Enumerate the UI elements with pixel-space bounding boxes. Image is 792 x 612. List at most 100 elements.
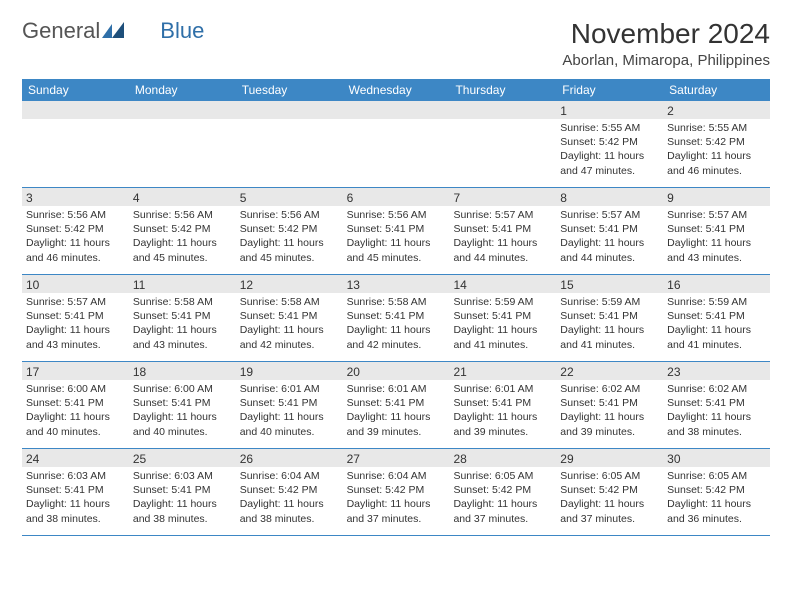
daylight-line: Daylight: 11 hours and 43 minutes. — [133, 323, 232, 351]
day-content: Sunrise: 5:57 AMSunset: 5:41 PMDaylight:… — [449, 206, 556, 269]
day-cell: 10Sunrise: 5:57 AMSunset: 5:41 PMDayligh… — [22, 275, 129, 361]
week-row: 1Sunrise: 5:55 AMSunset: 5:42 PMDaylight… — [22, 101, 770, 188]
day-cell: 29Sunrise: 6:05 AMSunset: 5:42 PMDayligh… — [556, 449, 663, 535]
sunrise-line: Sunrise: 6:01 AM — [453, 382, 552, 396]
logo-text-general: General — [22, 18, 100, 44]
day-content: Sunrise: 6:04 AMSunset: 5:42 PMDaylight:… — [343, 467, 450, 530]
day-content: Sunrise: 5:59 AMSunset: 5:41 PMDaylight:… — [556, 293, 663, 356]
day-number — [449, 101, 556, 119]
day-cell: 23Sunrise: 6:02 AMSunset: 5:41 PMDayligh… — [663, 362, 770, 448]
day-content: Sunrise: 6:02 AMSunset: 5:41 PMDaylight:… — [556, 380, 663, 443]
day-cell — [449, 101, 556, 187]
day-number: 6 — [343, 188, 450, 206]
daylight-line: Daylight: 11 hours and 40 minutes. — [26, 410, 125, 438]
sunset-line: Sunset: 5:41 PM — [667, 222, 766, 236]
day-cell: 4Sunrise: 5:56 AMSunset: 5:42 PMDaylight… — [129, 188, 236, 274]
day-number: 17 — [22, 362, 129, 380]
sunset-line: Sunset: 5:42 PM — [133, 222, 232, 236]
sunrise-line: Sunrise: 5:57 AM — [560, 208, 659, 222]
day-content: Sunrise: 5:58 AMSunset: 5:41 PMDaylight:… — [129, 293, 236, 356]
daylight-line: Daylight: 11 hours and 45 minutes. — [347, 236, 446, 264]
day-number: 3 — [22, 188, 129, 206]
daylight-line: Daylight: 11 hours and 43 minutes. — [667, 236, 766, 264]
sunrise-line: Sunrise: 5:57 AM — [26, 295, 125, 309]
sunset-line: Sunset: 5:41 PM — [347, 396, 446, 410]
day-cell: 14Sunrise: 5:59 AMSunset: 5:41 PMDayligh… — [449, 275, 556, 361]
calendar-grid: 1Sunrise: 5:55 AMSunset: 5:42 PMDaylight… — [22, 101, 770, 536]
day-cell: 9Sunrise: 5:57 AMSunset: 5:41 PMDaylight… — [663, 188, 770, 274]
sunset-line: Sunset: 5:42 PM — [240, 483, 339, 497]
sunrise-line: Sunrise: 5:55 AM — [667, 121, 766, 135]
day-number: 25 — [129, 449, 236, 467]
day-number: 22 — [556, 362, 663, 380]
logo-icon — [102, 18, 124, 44]
day-cell: 5Sunrise: 5:56 AMSunset: 5:42 PMDaylight… — [236, 188, 343, 274]
daylight-line: Daylight: 11 hours and 38 minutes. — [667, 410, 766, 438]
daylight-line: Daylight: 11 hours and 40 minutes. — [240, 410, 339, 438]
daylight-line: Daylight: 11 hours and 41 minutes. — [667, 323, 766, 351]
daylight-line: Daylight: 11 hours and 45 minutes. — [133, 236, 232, 264]
sunset-line: Sunset: 5:41 PM — [453, 222, 552, 236]
day-content: Sunrise: 5:56 AMSunset: 5:42 PMDaylight:… — [236, 206, 343, 269]
sunset-line: Sunset: 5:41 PM — [240, 309, 339, 323]
day-number: 7 — [449, 188, 556, 206]
day-cell: 22Sunrise: 6:02 AMSunset: 5:41 PMDayligh… — [556, 362, 663, 448]
sunset-line: Sunset: 5:41 PM — [133, 483, 232, 497]
sunset-line: Sunset: 5:41 PM — [667, 396, 766, 410]
daylight-line: Daylight: 11 hours and 41 minutes. — [453, 323, 552, 351]
day-number: 21 — [449, 362, 556, 380]
day-number — [129, 101, 236, 119]
day-cell: 18Sunrise: 6:00 AMSunset: 5:41 PMDayligh… — [129, 362, 236, 448]
daylight-line: Daylight: 11 hours and 45 minutes. — [240, 236, 339, 264]
day-content: Sunrise: 5:57 AMSunset: 5:41 PMDaylight:… — [556, 206, 663, 269]
daylight-line: Daylight: 11 hours and 44 minutes. — [453, 236, 552, 264]
sunset-line: Sunset: 5:41 PM — [453, 309, 552, 323]
daylight-line: Daylight: 11 hours and 46 minutes. — [26, 236, 125, 264]
day-cell: 19Sunrise: 6:01 AMSunset: 5:41 PMDayligh… — [236, 362, 343, 448]
sunrise-line: Sunrise: 6:00 AM — [26, 382, 125, 396]
day-content: Sunrise: 6:00 AMSunset: 5:41 PMDaylight:… — [129, 380, 236, 443]
day-content: Sunrise: 5:59 AMSunset: 5:41 PMDaylight:… — [449, 293, 556, 356]
day-number: 19 — [236, 362, 343, 380]
day-cell: 1Sunrise: 5:55 AMSunset: 5:42 PMDaylight… — [556, 101, 663, 187]
daylight-line: Daylight: 11 hours and 39 minutes. — [347, 410, 446, 438]
day-cell: 13Sunrise: 5:58 AMSunset: 5:41 PMDayligh… — [343, 275, 450, 361]
sunset-line: Sunset: 5:42 PM — [453, 483, 552, 497]
day-content: Sunrise: 6:04 AMSunset: 5:42 PMDaylight:… — [236, 467, 343, 530]
day-content: Sunrise: 6:05 AMSunset: 5:42 PMDaylight:… — [449, 467, 556, 530]
dow-cell: Monday — [129, 79, 236, 101]
day-number: 5 — [236, 188, 343, 206]
daylight-line: Daylight: 11 hours and 38 minutes. — [133, 497, 232, 525]
day-content: Sunrise: 6:05 AMSunset: 5:42 PMDaylight:… — [663, 467, 770, 530]
sunrise-line: Sunrise: 5:58 AM — [240, 295, 339, 309]
daylight-line: Daylight: 11 hours and 38 minutes. — [240, 497, 339, 525]
daylight-line: Daylight: 11 hours and 36 minutes. — [667, 497, 766, 525]
day-content: Sunrise: 6:05 AMSunset: 5:42 PMDaylight:… — [556, 467, 663, 530]
day-content: Sunrise: 6:01 AMSunset: 5:41 PMDaylight:… — [343, 380, 450, 443]
day-content: Sunrise: 5:58 AMSunset: 5:41 PMDaylight:… — [236, 293, 343, 356]
day-content: Sunrise: 5:57 AMSunset: 5:41 PMDaylight:… — [22, 293, 129, 356]
sunrise-line: Sunrise: 5:58 AM — [347, 295, 446, 309]
day-content: Sunrise: 5:59 AMSunset: 5:41 PMDaylight:… — [663, 293, 770, 356]
day-content: Sunrise: 5:57 AMSunset: 5:41 PMDaylight:… — [663, 206, 770, 269]
day-cell: 24Sunrise: 6:03 AMSunset: 5:41 PMDayligh… — [22, 449, 129, 535]
sunset-line: Sunset: 5:41 PM — [347, 309, 446, 323]
sunrise-line: Sunrise: 5:59 AM — [453, 295, 552, 309]
day-cell — [343, 101, 450, 187]
day-content: Sunrise: 6:03 AMSunset: 5:41 PMDaylight:… — [22, 467, 129, 530]
daylight-line: Daylight: 11 hours and 42 minutes. — [347, 323, 446, 351]
sunrise-line: Sunrise: 5:56 AM — [240, 208, 339, 222]
sunset-line: Sunset: 5:41 PM — [26, 309, 125, 323]
sunset-line: Sunset: 5:41 PM — [133, 396, 232, 410]
sunset-line: Sunset: 5:42 PM — [26, 222, 125, 236]
sunset-line: Sunset: 5:41 PM — [26, 483, 125, 497]
dow-cell: Saturday — [663, 79, 770, 101]
sunrise-line: Sunrise: 5:59 AM — [667, 295, 766, 309]
day-number: 29 — [556, 449, 663, 467]
day-cell — [22, 101, 129, 187]
week-row: 3Sunrise: 5:56 AMSunset: 5:42 PMDaylight… — [22, 188, 770, 275]
sunrise-line: Sunrise: 6:00 AM — [133, 382, 232, 396]
day-number — [343, 101, 450, 119]
day-number: 1 — [556, 101, 663, 119]
dow-cell: Wednesday — [343, 79, 450, 101]
